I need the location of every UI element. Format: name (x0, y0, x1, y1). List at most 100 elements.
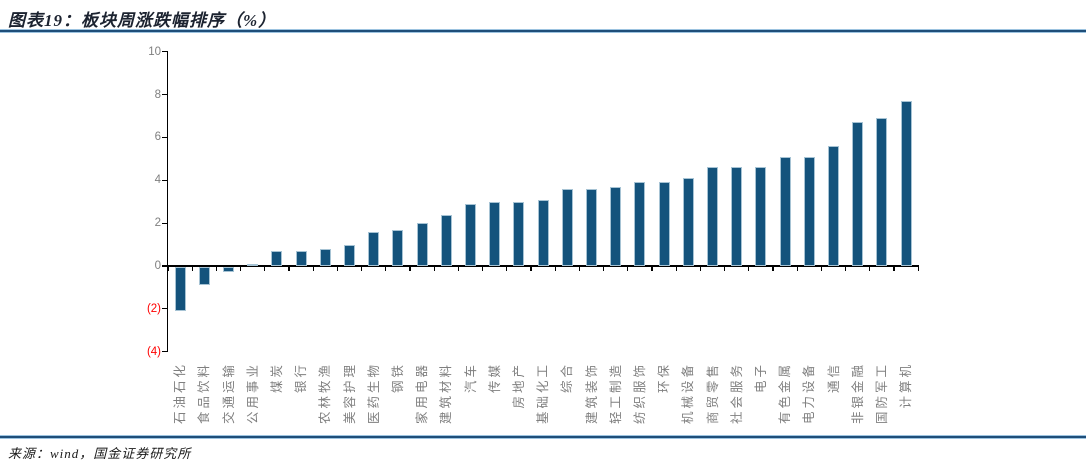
bar (852, 122, 864, 266)
bar (731, 167, 743, 266)
x-axis-label: 综合 (560, 362, 575, 394)
y-axis-tick-label: 10 (148, 45, 161, 58)
x-axis-tick (554, 266, 556, 271)
x-axis-tick (409, 266, 411, 271)
x-axis-tick (191, 266, 193, 271)
x-axis-label: 煤炭 (269, 362, 284, 394)
y-axis-tick (161, 351, 167, 353)
x-axis-tick (748, 266, 750, 271)
x-axis-label: 基础化工 (536, 362, 551, 425)
y-axis-tick-label: 8 (154, 88, 161, 101)
y-axis-tick-label: (4) (146, 345, 161, 358)
x-axis-label: 纺织服饰 (632, 362, 647, 425)
bar (537, 199, 549, 266)
x-axis-tick (675, 266, 677, 271)
x-axis-label: 电力设备 (802, 362, 817, 425)
x-axis-line (166, 265, 920, 267)
x-axis-label: 机械设备 (681, 362, 696, 425)
x-axis-tick (361, 266, 363, 271)
bar (416, 223, 428, 266)
x-axis-tick (724, 266, 726, 271)
y-axis-tick-label: 0 (154, 260, 161, 272)
x-axis-tick (264, 266, 266, 271)
x-axis-tick (433, 266, 435, 271)
x-axis-tick (893, 266, 895, 271)
bar (876, 118, 888, 266)
x-axis-label: 食品饮料 (197, 362, 212, 425)
bar (610, 186, 622, 266)
x-axis-tick (699, 266, 701, 271)
x-axis-tick (603, 266, 605, 271)
x-axis-tick (820, 266, 822, 271)
chart-title: 图表19：板块周涨跌幅排序（%） (8, 11, 277, 30)
bar (319, 248, 331, 266)
x-axis-tick (288, 266, 290, 271)
x-axis-tick (457, 266, 459, 271)
x-axis-tick (506, 266, 508, 271)
x-axis-label: 汽车 (463, 362, 478, 394)
x-axis-label: 建筑装饰 (584, 362, 599, 425)
x-axis-label: 医药生物 (366, 362, 381, 425)
y-axis-tick (161, 136, 167, 138)
source-note: 来源：wind，国金证券研究所 (8, 446, 192, 461)
bar (174, 267, 186, 311)
bar (489, 201, 501, 266)
bar (682, 178, 694, 266)
y-axis-tick (161, 222, 167, 224)
bar (295, 250, 307, 266)
x-axis-label: 国防军工 (874, 362, 889, 425)
x-axis-label: 传媒 (487, 362, 502, 394)
y-axis-tick (161, 93, 167, 96)
y-axis-tick (161, 308, 167, 310)
x-axis-label: 计算机 (899, 362, 914, 409)
x-axis-tick (772, 266, 774, 271)
x-axis-tick (482, 266, 484, 271)
x-axis-label: 银行 (294, 362, 309, 394)
x-axis-tick (796, 266, 798, 271)
y-axis-line (166, 51, 168, 353)
bar (707, 167, 718, 266)
y-axis-tick (161, 51, 167, 53)
bar (586, 188, 597, 266)
y-axis-tick-label: 4 (154, 174, 161, 187)
x-axis-tick (578, 266, 580, 271)
x-axis-label: 农林牧渔 (318, 362, 333, 425)
footer-separator-rule (0, 435, 1086, 439)
y-axis-tick (161, 179, 167, 181)
x-axis-label: 公用事业 (245, 362, 260, 425)
bar (755, 167, 767, 266)
bar (465, 203, 476, 266)
x-axis-tick (627, 266, 629, 271)
bar (392, 229, 404, 266)
x-axis-label: 美容护理 (342, 362, 357, 425)
bar (440, 214, 452, 266)
bar (247, 263, 259, 266)
x-axis-label: 社会服务 (729, 362, 744, 425)
x-axis-label: 轻工制造 (608, 362, 623, 425)
y-axis-tick (161, 265, 167, 267)
x-axis-label: 通信 (826, 362, 841, 394)
y-axis-tick-label: (2) (146, 302, 161, 315)
x-axis-tick (869, 266, 871, 271)
x-axis-label: 电子 (753, 362, 768, 394)
x-axis-label: 环保 (657, 362, 672, 394)
x-axis-label: 有色金属 (778, 362, 793, 425)
x-axis-tick (530, 266, 532, 271)
bar (368, 231, 380, 266)
x-axis-label: 家用电器 (415, 362, 430, 425)
bar (634, 182, 646, 266)
bar (271, 250, 283, 266)
x-axis-tick (845, 266, 847, 271)
x-axis-tick (167, 266, 169, 271)
x-axis-label: 钢铁 (390, 362, 405, 394)
x-axis-tick (240, 266, 242, 271)
bar (561, 188, 573, 266)
x-axis-label: 石油石化 (173, 362, 188, 425)
bar (828, 145, 839, 266)
x-axis-label: 建筑材料 (439, 362, 454, 425)
bar (900, 100, 912, 266)
x-axis-tick (336, 266, 338, 271)
y-axis-tick-label: 6 (154, 131, 161, 144)
bar (513, 201, 525, 266)
